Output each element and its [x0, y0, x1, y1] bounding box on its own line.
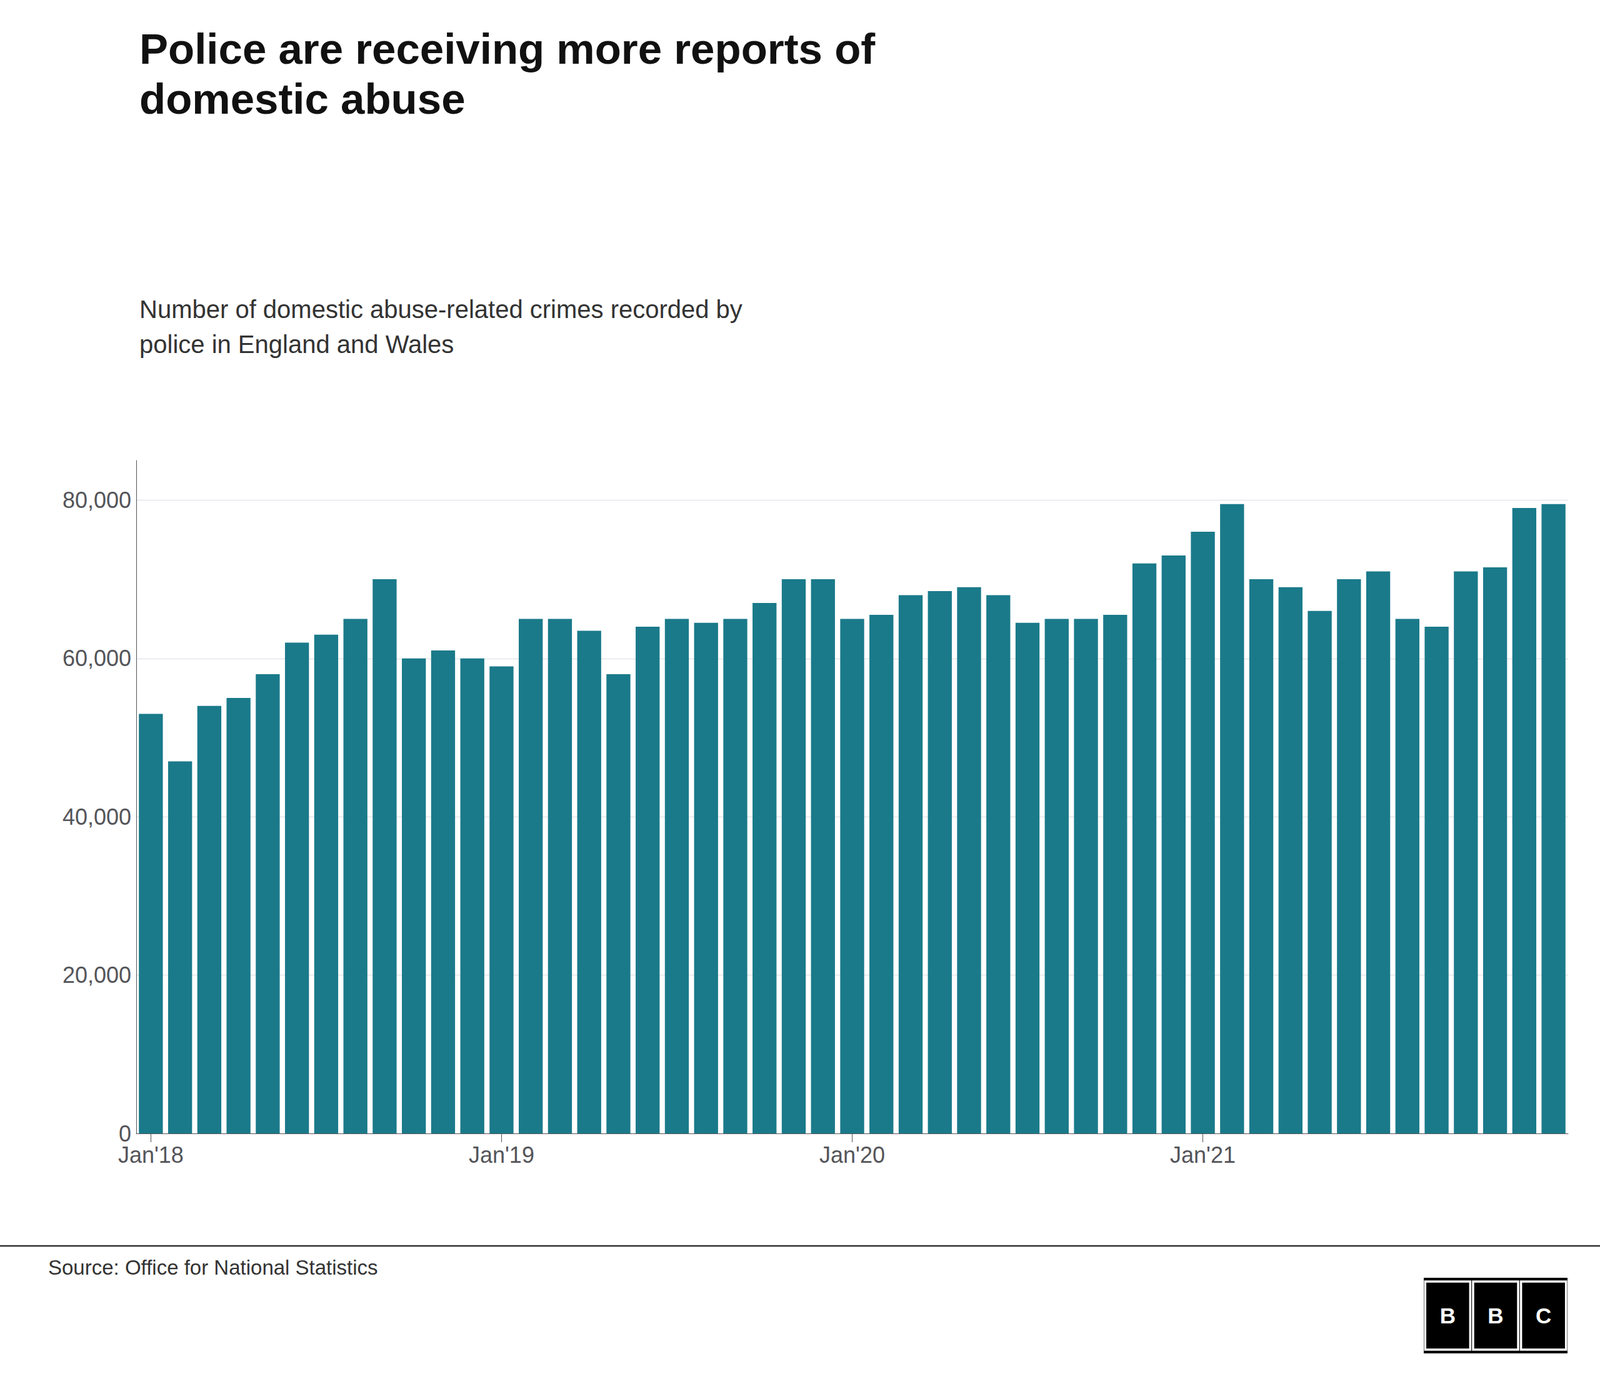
svg-text:Number of domestic abuse-relat: Number of domestic abuse-related crimes …	[139, 295, 743, 324]
svg-text:20,000: 20,000	[62, 962, 132, 989]
svg-text:Police are receiving more repo: Police are receiving more reports of	[139, 25, 876, 74]
svg-text:domestic abuse: domestic abuse	[139, 75, 466, 124]
svg-text:40,000: 40,000	[62, 804, 132, 830]
svg-text:police in England and Wales: police in England and Wales	[139, 330, 454, 359]
svg-text:B: B	[1487, 1303, 1504, 1329]
svg-text:B: B	[1440, 1303, 1456, 1329]
svg-text:Jan'18: Jan'18	[118, 1142, 184, 1169]
svg-text:C: C	[1535, 1303, 1552, 1329]
svg-text:Jan'19: Jan'19	[468, 1142, 535, 1169]
svg-text:Jan'20: Jan'20	[819, 1142, 885, 1169]
svg-text:60,000: 60,000	[62, 645, 132, 672]
svg-text:0: 0	[118, 1120, 132, 1147]
svg-text:80,000: 80,000	[62, 487, 132, 514]
svg-text:Jan'21: Jan'21	[1170, 1142, 1236, 1169]
svg-text:Source: Office for National St: Source: Office for National Statistics	[48, 1256, 379, 1280]
